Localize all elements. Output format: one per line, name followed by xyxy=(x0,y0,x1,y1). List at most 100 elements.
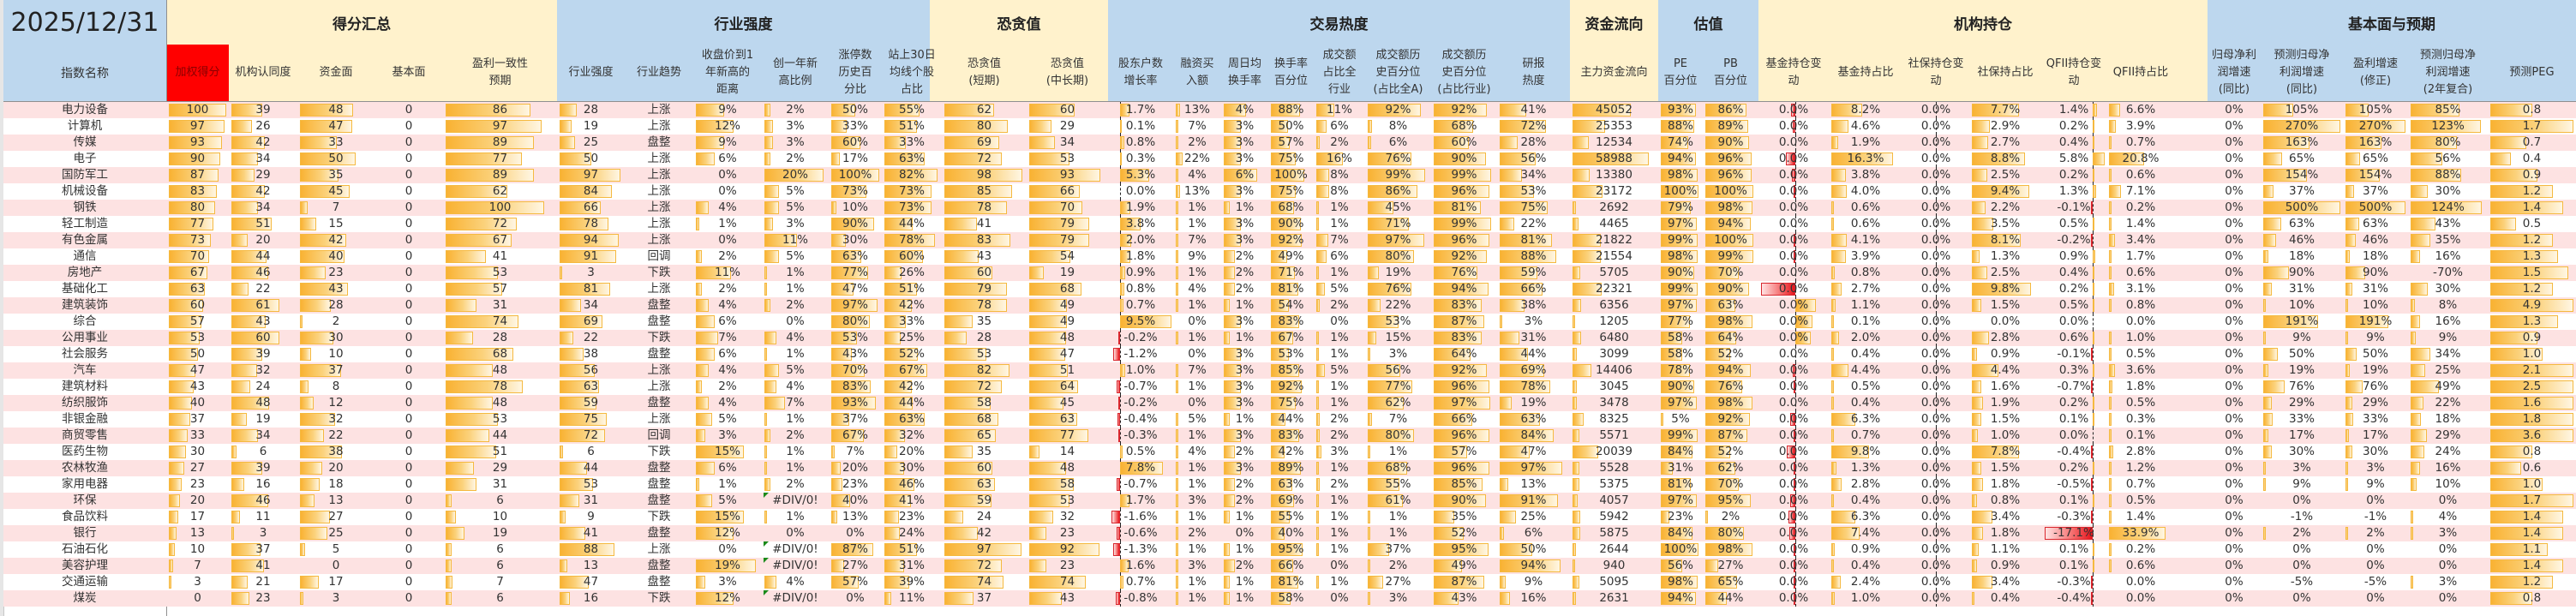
data-cell-c0[interactable]: 53 xyxy=(166,330,229,346)
column-header-c27[interactable]: 社保持占比 xyxy=(1977,66,2034,79)
data-cell-c1[interactable]: 39 xyxy=(229,102,297,118)
data-cell-c11[interactable]: 53 xyxy=(942,346,1027,362)
data-cell-c3[interactable]: 0 xyxy=(374,346,443,362)
data-cell-c6[interactable]: 上涨 xyxy=(625,200,693,216)
data-cell-c1[interactable]: 34 xyxy=(229,428,297,444)
data-cell-c2[interactable]: 18 xyxy=(297,476,374,493)
data-cell-c4[interactable]: 68 xyxy=(443,346,557,362)
data-cell-c27[interactable]: 2.2% xyxy=(1969,200,2041,216)
data-cell-c4[interactable]: 6 xyxy=(443,493,557,509)
data-cell-c14[interactable]: 3% xyxy=(1173,558,1221,574)
data-cell-c11[interactable]: 65 xyxy=(942,428,1027,444)
data-cell-c11[interactable]: 62 xyxy=(942,102,1027,118)
data-cell-c18[interactable]: 1% xyxy=(1365,444,1431,460)
data-cell-c17[interactable]: 1% xyxy=(1314,493,1365,509)
data-cell-c33[interactable]: 29% xyxy=(2408,428,2488,444)
data-cell-c25[interactable]: 1.9% xyxy=(1829,135,1902,151)
data-cell-c22[interactable]: 94% xyxy=(1658,590,1703,607)
data-cell-c29[interactable]: 0.8% xyxy=(2106,297,2175,314)
data-cell-c3[interactable]: 0 xyxy=(374,265,443,281)
data-cell-c19[interactable]: 83% xyxy=(1431,330,1497,346)
data-cell-c33[interactable]: 16% xyxy=(2408,314,2488,330)
data-cell-c10[interactable]: 41% xyxy=(882,493,942,509)
data-cell-c3[interactable]: 0 xyxy=(374,590,443,607)
data-cell-c24[interactable]: 0.0% xyxy=(1758,476,1829,493)
data-cell-c31[interactable]: 33% xyxy=(2261,411,2343,428)
index-name-cell[interactable]: 煤炭 xyxy=(73,591,97,605)
data-cell-c0[interactable]: 83 xyxy=(166,183,229,200)
data-cell-c7[interactable]: 6% xyxy=(693,460,762,476)
data-cell-c17[interactable]: 2% xyxy=(1314,411,1365,428)
data-cell-c20[interactable]: 63% xyxy=(1497,411,1570,428)
table-row[interactable]: 医药生物 30 6 38 0 51 6 下跌 15% 1% 7% 20% 35 14 0.5% 4% 2% 42%… xyxy=(3,444,2576,460)
data-cell-c10[interactable]: 25% xyxy=(882,330,942,346)
data-cell-c14[interactable]: 3% xyxy=(1173,493,1221,509)
data-cell-c3[interactable]: 0 xyxy=(374,232,443,248)
data-cell-c4[interactable]: 6 xyxy=(443,558,557,574)
data-cell-c29[interactable]: 20.8% xyxy=(2106,151,2175,167)
data-cell-c21[interactable]: 2644 xyxy=(1570,541,1658,558)
data-cell-c15[interactable]: 2% xyxy=(1221,444,1268,460)
data-cell-c5[interactable]: 66 xyxy=(557,200,625,216)
data-cell-c1[interactable]: 29 xyxy=(229,167,297,183)
data-cell-c7[interactable]: 12% xyxy=(693,525,762,541)
data-cell-c25[interactable]: 1.0% xyxy=(1829,590,1902,607)
data-cell-c19[interactable]: 96% xyxy=(1431,232,1497,248)
data-cell-c6[interactable]: 盘整 xyxy=(625,574,693,590)
data-cell-c4[interactable]: 100 xyxy=(443,200,557,216)
data-cell-c29[interactable]: 1.4% xyxy=(2106,216,2175,232)
data-cell-c15[interactable]: 3% xyxy=(1221,460,1268,476)
data-cell-c28[interactable]: 0.2% xyxy=(2041,167,2106,183)
data-cell-c6[interactable]: 下跌 xyxy=(625,330,693,346)
data-cell-c14[interactable]: 1% xyxy=(1173,460,1221,476)
data-cell-c25[interactable]: 7.4% xyxy=(1829,525,1902,541)
data-cell-c7[interactable]: 11% xyxy=(693,265,762,281)
table-row[interactable]: 钢铁 80 34 7 0 100 66 上涨 4% 5% 10% 73% 78 70 1.9% 1% 1% 68%… xyxy=(3,200,2576,216)
data-cell-c4[interactable]: 31 xyxy=(443,476,557,493)
data-cell-c20[interactable]: 50% xyxy=(1497,541,1570,558)
data-cell-c8[interactable]: 4% xyxy=(762,379,829,395)
data-cell-c0[interactable]: 13 xyxy=(166,525,229,541)
column-header-c0[interactable]: 加权得分 xyxy=(166,45,229,101)
data-cell-c10[interactable]: 39% xyxy=(882,574,942,590)
data-cell-c3[interactable]: 0 xyxy=(374,509,443,525)
data-cell-c7[interactable]: 5% xyxy=(693,411,762,428)
data-cell-c29[interactable]: 33.9% xyxy=(2106,525,2175,541)
data-cell-c34[interactable]: 4.9 xyxy=(2488,297,2576,314)
data-cell-c10[interactable]: 51% xyxy=(882,541,942,558)
data-cell-c2[interactable]: 45 xyxy=(297,183,374,200)
data-cell-c24[interactable]: 0.0% xyxy=(1758,151,1829,167)
index-name-cell[interactable]: 基础化工 xyxy=(62,282,108,296)
data-cell-c3[interactable]: 0 xyxy=(374,281,443,297)
data-cell-c9[interactable]: 23% xyxy=(829,476,882,493)
data-cell-c15[interactable]: 3% xyxy=(1221,118,1268,135)
data-cell-c9[interactable]: 10% xyxy=(829,200,882,216)
data-cell-c9[interactable]: 83% xyxy=(829,379,882,395)
data-cell-c8[interactable]: 0% xyxy=(762,314,829,330)
data-cell-c2[interactable]: 37 xyxy=(297,362,374,379)
data-cell-c30[interactable]: 0% xyxy=(2208,590,2261,607)
data-cell-c34[interactable]: 0.6 xyxy=(2488,460,2576,476)
data-cell-c33[interactable]: 0% xyxy=(2408,558,2488,574)
data-cell-c11[interactable]: 35 xyxy=(942,444,1027,460)
data-cell-c19[interactable]: 94% xyxy=(1431,281,1497,297)
data-cell-c15[interactable]: 3% xyxy=(1221,346,1268,362)
data-cell-c13[interactable]: 0.8% xyxy=(1108,281,1173,297)
table-row[interactable]: 有色金属 73 20 42 0 67 94 上涨 0% 11% 30% 78% 83 79 2.0% 7% 3%… xyxy=(3,232,2576,248)
data-cell-c1[interactable]: 37 xyxy=(229,541,297,558)
data-cell-c8[interactable]: 3% xyxy=(762,118,829,135)
index-name-cell[interactable]: 纺织服饰 xyxy=(62,396,108,410)
data-cell-c16[interactable]: 42% xyxy=(1268,444,1314,460)
data-cell-c13[interactable]: 9.5% xyxy=(1108,314,1173,330)
data-cell-c19[interactable]: 92% xyxy=(1431,362,1497,379)
data-cell-c29[interactable]: 1.0% xyxy=(2106,330,2175,346)
data-cell-c31[interactable]: 29% xyxy=(2261,395,2343,411)
data-cell-c24[interactable]: 0.0% xyxy=(1758,248,1829,265)
data-cell-c11[interactable]: 58 xyxy=(942,395,1027,411)
data-cell-c16[interactable]: 75% xyxy=(1268,183,1314,200)
data-cell-c25[interactable]: 4.6% xyxy=(1829,118,1902,135)
data-cell-c27[interactable]: 2.9% xyxy=(1969,118,2041,135)
data-cell-c10[interactable]: 73% xyxy=(882,183,942,200)
data-cell-c7[interactable]: 2% xyxy=(693,379,762,395)
data-cell-c23[interactable]: 89% xyxy=(1703,118,1758,135)
